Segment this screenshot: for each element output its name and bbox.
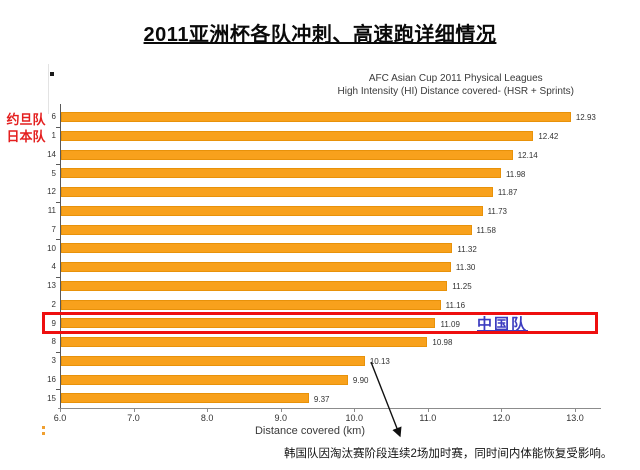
x-axis-tick-label: 7.0 bbox=[127, 413, 140, 423]
chart-title-line2: High Intensity (HI) Distance covered- (H… bbox=[337, 86, 574, 97]
category-label-team-16: 16 bbox=[47, 374, 56, 384]
bar-team-2 bbox=[61, 299, 441, 310]
x-axis-tick bbox=[354, 408, 356, 412]
value-label-team-9: 11.09 bbox=[440, 319, 460, 329]
category-label-team-6: 6 bbox=[51, 112, 56, 122]
value-axis-line bbox=[58, 408, 601, 409]
bar-team-1 bbox=[61, 130, 534, 141]
left-team-labels: 约旦队 日本队 bbox=[2, 111, 50, 145]
x-axis-tick bbox=[207, 408, 209, 412]
x-axis-tick-label: 11.0 bbox=[419, 413, 437, 423]
bar-team-6 bbox=[61, 112, 571, 123]
x-axis-tick bbox=[133, 408, 135, 412]
x-axis-tick bbox=[575, 408, 576, 412]
category-label-team-11: 11 bbox=[47, 206, 56, 216]
category-label-team-7: 7 bbox=[51, 224, 56, 234]
y-axis-tick bbox=[56, 351, 60, 353]
value-label-team-16: 9.90 bbox=[352, 375, 369, 385]
bar-team-11 bbox=[61, 205, 483, 216]
selection-handle-square bbox=[50, 72, 54, 76]
category-label-team-3: 3 bbox=[51, 356, 56, 366]
value-label-team-6: 12.93 bbox=[575, 113, 596, 123]
value-label-team-3: 10.13 bbox=[369, 357, 390, 367]
value-label-team-1: 12.42 bbox=[538, 132, 559, 142]
category-label-team-13: 13 bbox=[47, 281, 56, 291]
y-axis-tick bbox=[56, 239, 60, 241]
y-axis-tick bbox=[56, 126, 60, 128]
chart-title: AFC Asian Cup 2011 Physical Leagues High… bbox=[338, 72, 574, 98]
x-axis-tick bbox=[280, 408, 282, 412]
bar-team-16 bbox=[61, 374, 348, 385]
bar-team-3 bbox=[61, 355, 365, 366]
value-label-team-4: 11.30 bbox=[455, 263, 476, 273]
china-team-label: 中国队 bbox=[477, 316, 529, 333]
x-axis-tick-label: 8.0 bbox=[200, 413, 214, 423]
bar-team-12 bbox=[61, 187, 493, 198]
category-label-team-4: 4 bbox=[51, 262, 56, 272]
footnote-arrow bbox=[370, 361, 402, 438]
bar-team-5 bbox=[61, 168, 501, 179]
x-axis-tick bbox=[60, 408, 61, 412]
category-label-team-2: 2 bbox=[51, 299, 56, 309]
value-label-team-8: 10.98 bbox=[432, 338, 453, 348]
bar-team-14 bbox=[61, 149, 513, 160]
x-axis-tick-label: 13.0 bbox=[566, 413, 584, 423]
bar-team-15 bbox=[61, 393, 309, 404]
value-label-team-12: 11.87 bbox=[497, 188, 518, 198]
x-axis-tick bbox=[427, 408, 429, 412]
category-label-team-10: 10 bbox=[47, 243, 56, 253]
textbox-edge-line bbox=[48, 64, 49, 114]
japan-team-label: 日本队 bbox=[6, 129, 46, 144]
bar-team-9 bbox=[61, 318, 436, 329]
page-title: 2011亚洲杯各队冲刺、高速跑详细情况 bbox=[143, 24, 497, 46]
y-axis-tick bbox=[56, 276, 60, 278]
value-label-team-2: 11.16 bbox=[445, 300, 466, 310]
x-axis-tick bbox=[501, 408, 503, 412]
category-axis-line bbox=[60, 104, 61, 408]
y-axis-tick bbox=[56, 201, 60, 203]
china-highlight-box bbox=[42, 312, 598, 334]
category-label-team-9: 9 bbox=[51, 318, 56, 328]
category-label-team-14: 14 bbox=[47, 149, 56, 159]
x-axis-tick-label: 12.0 bbox=[492, 413, 511, 423]
x-axis-tick-label: 9.0 bbox=[274, 413, 287, 423]
category-label-team-1: 1 bbox=[51, 131, 56, 141]
orange-dots-decoration bbox=[42, 426, 45, 438]
value-label-team-15: 9.37 bbox=[313, 394, 330, 404]
y-axis-tick bbox=[56, 164, 60, 166]
x-axis-tick-label: 6.0 bbox=[53, 413, 67, 423]
value-label-team-10: 11.32 bbox=[457, 244, 477, 254]
category-label-team-8: 8 bbox=[51, 337, 56, 347]
x-axis-title: Distance covered (km) bbox=[254, 425, 366, 437]
bar-team-10 bbox=[61, 243, 453, 254]
category-label-team-12: 12 bbox=[47, 187, 56, 197]
value-label-team-7: 11.58 bbox=[476, 225, 496, 235]
footnote-text: 韩国队因淘汰赛阶段连续2场加时赛，同时间内体能恢复受影响。 bbox=[284, 448, 613, 460]
value-label-team-11: 11.73 bbox=[487, 207, 507, 217]
category-label-team-5: 5 bbox=[51, 168, 56, 178]
chart-title-line1: AFC Asian Cup 2011 Physical Leagues bbox=[368, 73, 543, 84]
category-label-team-15: 15 bbox=[47, 393, 56, 403]
value-label-team-13: 11.25 bbox=[452, 282, 472, 292]
value-label-team-5: 11.98 bbox=[505, 169, 526, 179]
y-axis-tick bbox=[56, 389, 60, 391]
jordan-team-label: 约旦队 bbox=[6, 112, 46, 127]
bar-team-8 bbox=[61, 337, 428, 348]
value-label-team-14: 12.14 bbox=[517, 150, 538, 160]
x-axis-tick-label: 10.0 bbox=[345, 413, 364, 423]
bar-team-4 bbox=[61, 262, 451, 273]
bar-team-7 bbox=[61, 224, 472, 235]
bar-team-13 bbox=[61, 280, 448, 291]
